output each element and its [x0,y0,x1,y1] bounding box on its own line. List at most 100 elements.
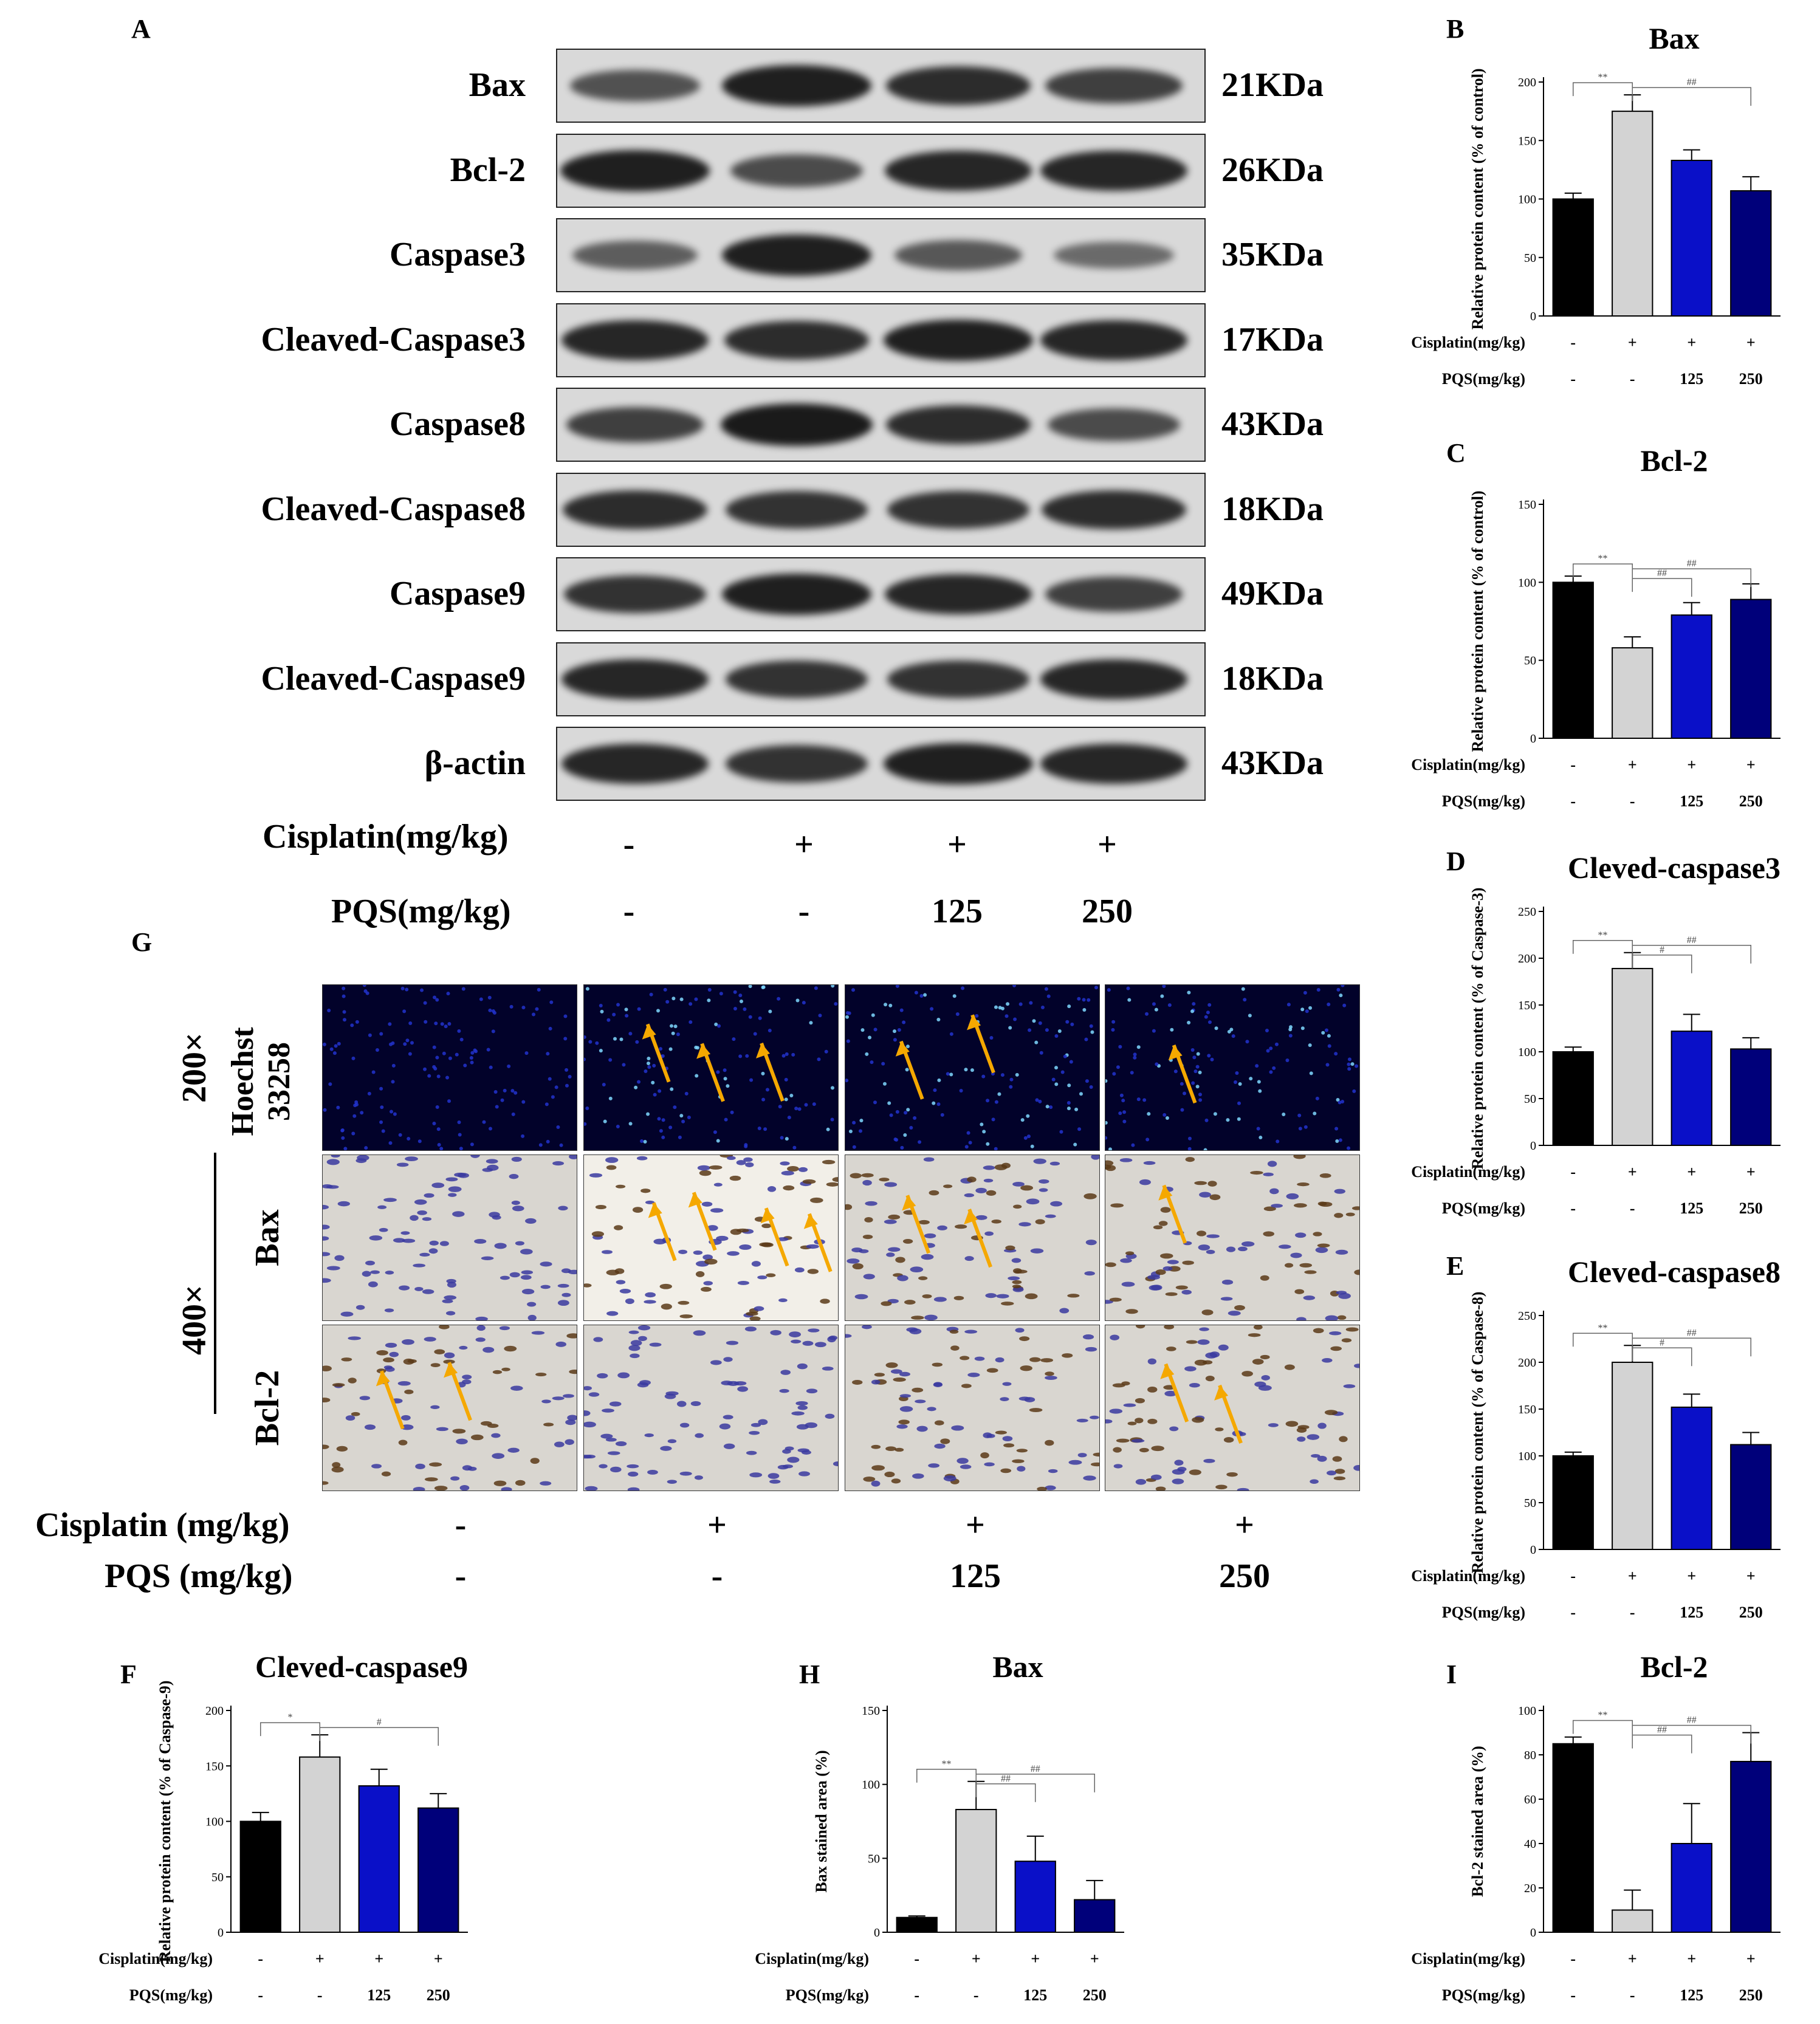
cell-nucleus [761,985,765,989]
bar [239,1820,281,1933]
cell-nucleus [459,1147,463,1150]
cell-nucleus [982,1130,986,1134]
wb-band [566,407,704,442]
cisplatin-value: - [1570,334,1576,351]
cell-nucleus [331,1466,344,1473]
cell-nucleus [797,1448,809,1453]
cell-nucleus [1192,1002,1196,1006]
cell-nucleus [949,1032,953,1036]
cell-nucleus [1066,1106,1071,1111]
cell-nucleus [997,1092,1001,1096]
y-tick-label: 100 [205,1816,224,1829]
cell-nucleus [1234,1080,1238,1084]
cell-nucleus [765,1088,769,1092]
cell-nucleus [383,1198,397,1202]
cell-nucleus [1298,1127,1302,1131]
cell-nucleus [640,1139,644,1144]
cell-nucleus [1299,1263,1313,1268]
significance-bracket [1632,87,1751,106]
cell-nucleus [1341,985,1345,987]
cell-nucleus [599,1049,603,1053]
cell-nucleus [1226,1118,1230,1122]
cell-nucleus [565,1419,576,1425]
cisplatin-value: + [1628,756,1637,774]
cell-nucleus [895,985,899,988]
cell-nucleus [1026,1198,1040,1205]
cell-nucleus [678,1249,688,1254]
cell-nucleus [1324,1028,1328,1032]
cell-nucleus [1054,1066,1059,1070]
cell-nucleus [892,1029,896,1034]
cell-nucleus [515,1241,524,1246]
cell-nucleus [1334,1052,1338,1056]
cell-nucleus [1333,1476,1346,1481]
cell-nucleus [852,1379,863,1385]
wb-kda-label: 17KDa [1221,320,1324,358]
cell-nucleus [1191,1081,1195,1085]
cleaved-caspase8-bar-chart: Cleved-caspase8 Relative protein content … [1411,1255,1781,1621]
cell-nucleus [541,1399,551,1404]
cell-nucleus [459,1037,464,1041]
cell-nucleus [323,1236,329,1241]
cell-nucleus [1105,1079,1108,1083]
cell-nucleus [1294,1203,1307,1208]
micro-pqs-value: - [455,1557,467,1595]
significance-label: ## [1657,1725,1667,1735]
cisplatin-value: + [1687,1163,1696,1181]
y-tick-label: 100 [1518,1046,1536,1059]
cell-nucleus [1173,1069,1178,1074]
cell-nucleus [1154,1007,1158,1012]
cell-nucleus [439,1241,449,1246]
cell-nucleus [448,1193,457,1197]
cell-nucleus [1012,1280,1022,1285]
cell-nucleus [689,1020,693,1024]
cell-nucleus [479,997,483,1001]
cell-nucleus [1294,1289,1305,1294]
wb-band [726,490,868,529]
cell-nucleus [918,1276,928,1280]
wb-kda-label: 18KDa [1221,659,1324,698]
cell-nucleus [1336,1291,1347,1295]
cisplatin-value: + [1746,1163,1756,1181]
cell-nucleus [1256,1127,1260,1131]
cell-nucleus [643,1140,647,1144]
cell-nucleus [1133,1055,1137,1060]
cell-nucleus [432,1122,436,1126]
cell-nucleus [899,1394,912,1398]
cell-nucleus [859,1119,864,1123]
cell-nucleus [1296,1317,1307,1320]
cell-nucleus [1203,1458,1215,1463]
cell-nucleus [1231,1034,1235,1038]
wb-band [886,405,1031,444]
cell-nucleus [895,1137,899,1142]
cell-nucleus [748,1015,752,1019]
cell-nucleus [994,1100,998,1104]
cell-nucleus [1189,1469,1201,1475]
cell-nucleus [893,1038,897,1042]
cell-nucleus [710,1208,724,1213]
cell-nucleus [1237,1117,1241,1121]
cell-nucleus [565,1083,569,1088]
cell-nucleus [492,1215,501,1220]
cell-nucleus [568,1269,577,1275]
cell-nucleus [1309,1071,1313,1075]
pqs-value: - [1570,792,1576,810]
cell-nucleus [340,1128,345,1133]
pqs-value: - [1630,1604,1635,1621]
y-tick-label: 0 [1530,1926,1536,1940]
cell-nucleus [889,1113,893,1117]
cell-nucleus [780,1136,784,1140]
cell-nucleus [1057,1029,1062,1033]
cell-nucleus [940,1113,944,1117]
cell-nucleus [865,1052,869,1056]
cell-nucleus [884,1471,895,1478]
cell-nucleus [365,1260,376,1266]
cell-nucleus [1198,1244,1210,1250]
cell-nucleus [981,1074,986,1079]
cell-nucleus [1227,1029,1231,1034]
cell-nucleus [584,1057,586,1062]
cell-nucleus [1343,1384,1356,1388]
cell-nucleus [488,1008,492,1012]
wb-band [884,743,1034,784]
cell-nucleus [1112,1072,1116,1076]
